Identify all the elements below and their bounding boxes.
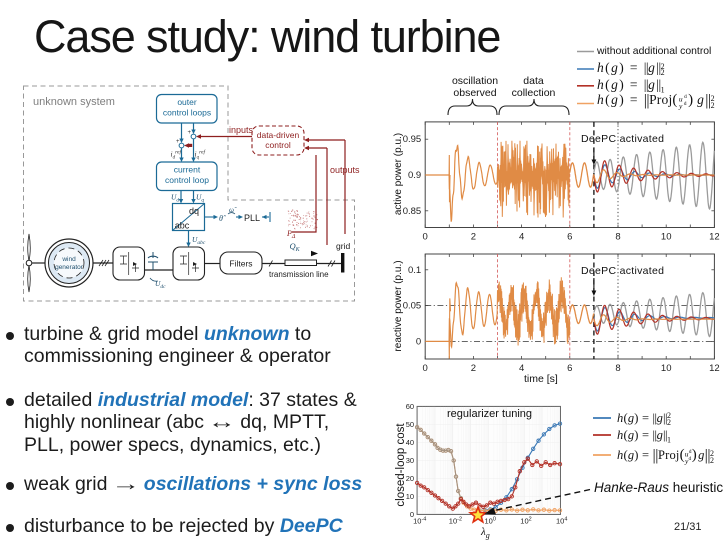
svg-text:idref: idref: [171, 149, 183, 161]
svg-text:12: 12: [709, 232, 720, 243]
svg-text:6: 6: [567, 232, 572, 243]
svg-text:20: 20: [406, 474, 414, 483]
svg-text:current: current: [174, 165, 201, 175]
svg-text:10: 10: [406, 492, 414, 501]
svg-text:0: 0: [416, 336, 421, 347]
svg-text:Udc: Udc: [155, 279, 166, 290]
svg-text:10: 10: [661, 232, 672, 243]
svg-text:0.05: 0.05: [403, 301, 422, 312]
svg-text:0: 0: [423, 363, 428, 374]
svg-text:2: 2: [471, 232, 476, 243]
svg-text:PLL: PLL: [244, 213, 260, 223]
svg-text:ω̂: ω̂: [229, 206, 237, 214]
svg-text:4: 4: [519, 232, 524, 243]
svg-text:50: 50: [406, 420, 414, 429]
svg-text:12: 12: [709, 363, 720, 374]
svg-text:0: 0: [423, 232, 428, 243]
svg-text:generator: generator: [55, 264, 84, 271]
svg-text:control loops: control loops: [163, 108, 211, 118]
svg-text:8: 8: [615, 363, 620, 374]
svg-text:control loop: control loop: [165, 175, 209, 185]
svg-text:30: 30: [406, 456, 414, 465]
svg-text:10: 10: [661, 363, 672, 374]
svg-text:0.95: 0.95: [403, 134, 422, 145]
svg-text:+: +: [176, 139, 180, 145]
svg-text:+: +: [188, 130, 192, 136]
svg-text:control: control: [265, 140, 291, 150]
svg-text:Ud: Ud: [171, 193, 179, 204]
svg-text:102: 102: [520, 516, 531, 525]
svg-text:inputs: inputs: [229, 125, 254, 135]
svg-text:10-4: 10-4: [413, 516, 426, 525]
svg-text:abc: abc: [175, 221, 190, 231]
svg-text:0: 0: [410, 510, 414, 519]
svg-text:transmission line: transmission line: [269, 270, 329, 279]
svg-text:8: 8: [615, 232, 620, 243]
svg-text:40: 40: [406, 438, 414, 447]
svg-text:grid: grid: [336, 241, 350, 251]
svg-text:PΔ: PΔ: [286, 229, 296, 240]
svg-text:0.1: 0.1: [408, 265, 421, 276]
svg-text:unknown system: unknown system: [33, 96, 115, 108]
svg-text:Uq: Uq: [196, 193, 204, 204]
svg-text:104: 104: [556, 516, 567, 525]
svg-text:6: 6: [567, 363, 572, 374]
svg-text:4: 4: [519, 363, 524, 374]
svg-text:0.9: 0.9: [408, 170, 421, 181]
svg-text:2: 2: [471, 363, 476, 374]
svg-text:Filters: Filters: [229, 259, 252, 269]
svg-text:θ̂: θ̂: [219, 214, 226, 223]
svg-text:Uabc: Uabc: [192, 235, 206, 246]
svg-text:wind: wind: [61, 256, 76, 263]
svg-text:data-driven: data-driven: [257, 130, 300, 140]
svg-text:0.85: 0.85: [403, 206, 422, 217]
svg-text:outer: outer: [177, 97, 197, 107]
svg-text:10-2: 10-2: [449, 516, 462, 525]
svg-text:100: 100: [485, 516, 496, 525]
svg-text:60: 60: [406, 402, 414, 411]
svg-text:dq: dq: [189, 206, 199, 216]
svg-text:iqref: iqref: [195, 149, 207, 161]
svg-text:QK: QK: [290, 241, 301, 253]
